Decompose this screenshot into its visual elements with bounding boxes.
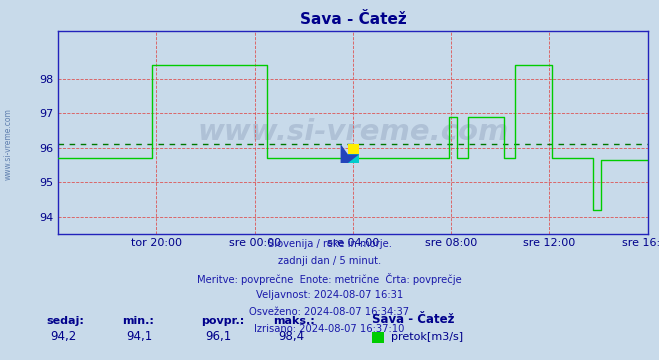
Text: 94,2: 94,2 bbox=[51, 330, 77, 343]
Text: 94,1: 94,1 bbox=[127, 330, 153, 343]
Title: Sava - Čatež: Sava - Čatež bbox=[300, 12, 406, 27]
Text: Osveženo: 2024-08-07 16:34:37: Osveženo: 2024-08-07 16:34:37 bbox=[250, 307, 409, 317]
Bar bbox=[348, 144, 359, 154]
Text: Slovenija / reke in morje.: Slovenija / reke in morje. bbox=[268, 239, 391, 249]
Text: Izrisano: 2024-08-07 16:37:10: Izrisano: 2024-08-07 16:37:10 bbox=[254, 324, 405, 334]
Text: maks.:: maks.: bbox=[273, 316, 315, 326]
Text: zadnji dan / 5 minut.: zadnji dan / 5 minut. bbox=[278, 256, 381, 266]
Text: sedaj:: sedaj: bbox=[46, 316, 84, 326]
Text: 96,1: 96,1 bbox=[206, 330, 232, 343]
Text: www.si-vreme.com: www.si-vreme.com bbox=[197, 118, 509, 146]
Text: povpr.:: povpr.: bbox=[201, 316, 244, 326]
Text: min.:: min.: bbox=[122, 316, 154, 326]
Polygon shape bbox=[341, 144, 359, 163]
Text: Meritve: povprečne  Enote: metrične  Črta: povprečje: Meritve: povprečne Enote: metrične Črta:… bbox=[197, 273, 462, 285]
Text: www.si-vreme.com: www.si-vreme.com bbox=[4, 108, 13, 180]
Text: pretok[m3/s]: pretok[m3/s] bbox=[391, 332, 463, 342]
Text: Sava - Čatež: Sava - Čatež bbox=[372, 313, 455, 326]
Bar bbox=[348, 154, 359, 163]
Text: 98,4: 98,4 bbox=[278, 330, 304, 343]
Text: Veljavnost: 2024-08-07 16:31: Veljavnost: 2024-08-07 16:31 bbox=[256, 290, 403, 300]
